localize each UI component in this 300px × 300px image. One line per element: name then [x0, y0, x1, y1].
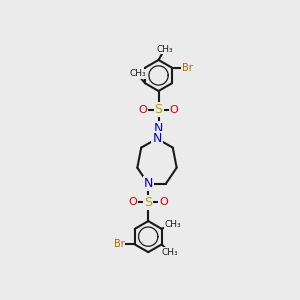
Text: N: N [143, 177, 153, 190]
Text: CH₃: CH₃ [129, 69, 146, 78]
Text: N: N [154, 122, 163, 135]
Text: CH₃: CH₃ [156, 45, 173, 54]
Text: S: S [144, 196, 152, 209]
Text: S: S [154, 103, 163, 116]
Text: Br: Br [182, 63, 193, 73]
Text: O: O [159, 197, 168, 208]
Text: N: N [152, 132, 162, 145]
Text: CH₃: CH₃ [161, 248, 178, 256]
Text: O: O [128, 197, 137, 208]
Text: Br: Br [114, 239, 124, 249]
Text: O: O [170, 105, 178, 115]
Text: CH₃: CH₃ [164, 220, 181, 229]
Text: O: O [139, 105, 147, 115]
